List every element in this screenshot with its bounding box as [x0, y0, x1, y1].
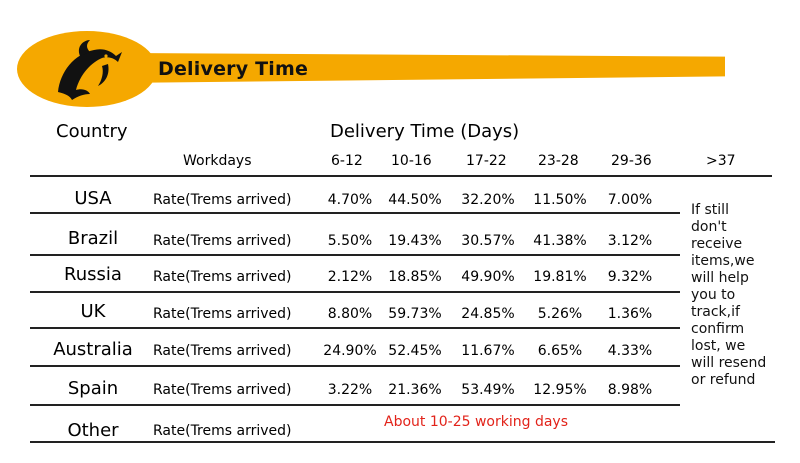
table-cell: 12.95%: [533, 382, 587, 398]
rate-label: Rate(Trems arrived): [153, 343, 292, 359]
note-line: If still: [691, 202, 729, 218]
subheader-10-16: 10-16: [391, 153, 432, 169]
table-cell: 18.85%: [388, 269, 442, 285]
subheader-23-28: 23-28: [538, 153, 579, 169]
country-uk: UK: [80, 301, 106, 322]
table-cell: 6.65%: [537, 343, 583, 359]
rate-label: Rate(Trems arrived): [153, 192, 292, 208]
country-spain: Spain: [67, 378, 119, 399]
rate-label: Rate(Trems arrived): [153, 269, 292, 285]
help-note: If still don't receive items,we will hel…: [691, 202, 777, 389]
subheader-17-22: 17-22: [466, 153, 507, 169]
table-cell: 5.50%: [327, 233, 373, 249]
table-cell: 3.22%: [327, 382, 373, 398]
table-bottom-border: [30, 441, 775, 443]
note-line: lost, we: [691, 338, 746, 354]
table-cell: 4.33%: [607, 343, 653, 359]
country-australia: Australia: [53, 339, 133, 360]
note-line: items,we: [691, 253, 755, 269]
header-divider: [30, 175, 772, 177]
note-line: or refund: [691, 372, 756, 388]
row-divider: [30, 212, 680, 214]
note-line: track,if: [691, 304, 740, 320]
rate-label: Rate(Trems arrived): [153, 382, 292, 398]
table-cell: 1.36%: [607, 306, 653, 322]
dolphin-icon: [58, 40, 122, 100]
table-cell: 8.98%: [607, 382, 653, 398]
country-brazil: Brazil: [67, 228, 119, 249]
table-cell: 7.00%: [607, 192, 653, 208]
table-cell: 32.20%: [461, 192, 515, 208]
row-divider: [30, 254, 680, 256]
note-line: will resend: [691, 355, 767, 371]
table-cell: 11.67%: [461, 343, 515, 359]
country-russia: Russia: [64, 264, 122, 285]
table-cell: 24.85%: [461, 306, 515, 322]
table-cell: 2.12%: [327, 269, 373, 285]
table-cell: 11.50%: [533, 192, 587, 208]
table-cell: 30.57%: [461, 233, 515, 249]
table-cell: 21.36%: [388, 382, 442, 398]
rate-label: Rate(Trems arrived): [153, 423, 292, 439]
table-cell: 3.12%: [607, 233, 653, 249]
table-cell: 5.26%: [537, 306, 583, 322]
table-cell: 8.80%: [327, 306, 373, 322]
rate-label: Rate(Trems arrived): [153, 233, 292, 249]
table-cell: 49.90%: [461, 269, 515, 285]
country-header: Country: [56, 121, 128, 142]
subheader-6-12: 6-12: [331, 153, 363, 169]
table-cell: 9.32%: [607, 269, 653, 285]
table-cell: 44.50%: [388, 192, 442, 208]
page-title: Delivery Time: [158, 58, 309, 80]
note-line: confirm: [691, 321, 745, 337]
table-cell: 52.45%: [388, 343, 442, 359]
note-line: you to: [691, 287, 736, 303]
note-line: don't: [691, 219, 727, 235]
subheader-over-37: >37: [706, 153, 736, 169]
subheader-workdays: Workdays: [183, 153, 252, 169]
table-cell: 19.81%: [533, 269, 587, 285]
country-usa: USA: [74, 188, 112, 209]
other-delivery-note: About 10-25 working days: [384, 414, 568, 430]
note-line: receive: [691, 236, 743, 252]
table-cell: 24.90%: [323, 343, 377, 359]
note-line: will help: [691, 270, 749, 286]
table-cell: 19.43%: [388, 233, 442, 249]
table-cell: 41.38%: [533, 233, 587, 249]
table-cell: 4.70%: [327, 192, 373, 208]
table-cell: 59.73%: [388, 306, 442, 322]
table-cell: 53.49%: [461, 382, 515, 398]
row-divider: [30, 404, 680, 406]
country-other: Other: [67, 420, 119, 441]
rate-label: Rate(Trems arrived): [153, 306, 292, 322]
delivery-time-header: Delivery Time (Days): [330, 121, 520, 142]
row-divider: [30, 365, 680, 367]
subheader-29-36: 29-36: [611, 153, 652, 169]
row-divider: [30, 327, 680, 329]
row-divider: [30, 291, 680, 293]
